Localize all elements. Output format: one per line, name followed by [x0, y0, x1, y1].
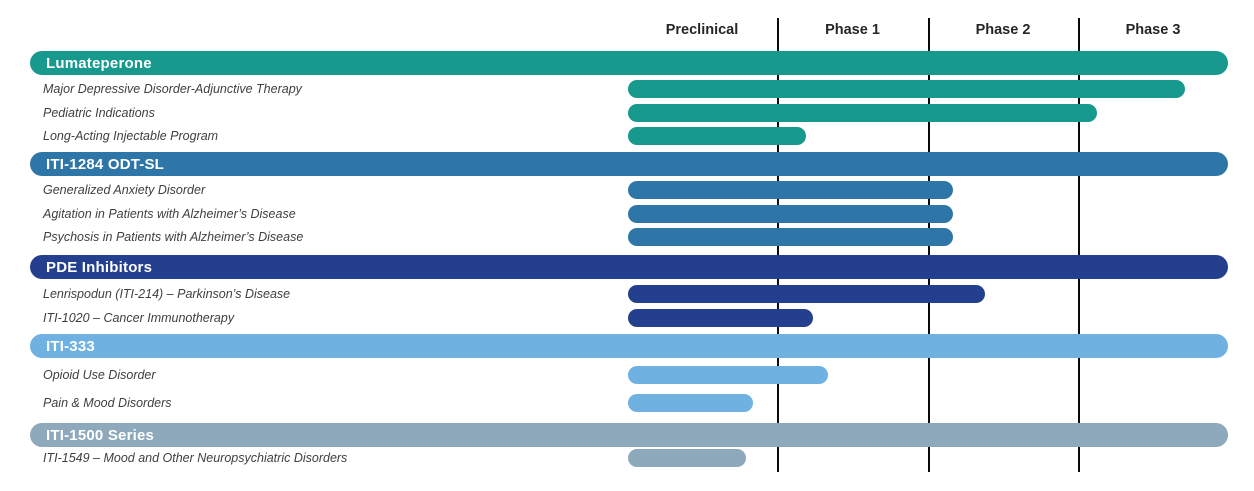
program-progress-bar — [628, 366, 828, 384]
section-header-pde-inhibitors: PDE Inhibitors — [30, 255, 1228, 279]
program-label: Generalized Anxiety Disorder — [43, 183, 206, 197]
section-title: ITI-333 — [46, 337, 95, 355]
program-label: ITI-1549 – Mood and Other Neuropsychiatr… — [43, 451, 348, 465]
phase-column-header-phase-2: Phase 2 — [975, 22, 1031, 38]
section-title: PDE Inhibitors — [46, 258, 153, 276]
section-header-lumateperone: Lumateperone — [30, 51, 1228, 75]
program-progress-bar — [628, 127, 806, 145]
program-progress-bar — [628, 449, 746, 467]
program-progress-bar — [628, 228, 953, 246]
program-progress-bar — [628, 285, 985, 303]
program-label: ITI-1020 – Cancer Immunotherapy — [43, 310, 235, 325]
phase-column-header-preclinical: Preclinical — [665, 22, 739, 38]
program-progress-bar — [628, 181, 953, 199]
phase-divider-line-3 — [1078, 18, 1080, 472]
phase-column-header-phase-3: Phase 3 — [1125, 22, 1181, 38]
program-progress-bar — [628, 204, 953, 223]
section-header-iti-333: ITI-333 — [30, 334, 1228, 358]
program-label: Pain & Mood Disorders — [43, 396, 172, 410]
program-progress-bar — [628, 394, 753, 412]
program-label: Pediatric Indications — [43, 105, 155, 120]
section-title: ITI-1500 Series — [46, 426, 155, 444]
section-title: Lumateperone — [46, 54, 152, 72]
section-title: ITI-1284 ODT-SL — [46, 155, 165, 173]
program-progress-bar — [628, 103, 1097, 122]
program-progress-bar — [628, 308, 813, 327]
program-progress-bar — [628, 80, 1185, 98]
program-label: Psychosis in Patients with Alzheimer’s D… — [43, 230, 304, 244]
program-label: Opioid Use Disorder — [43, 368, 156, 382]
section-header-iti-1284-odt-sl: ITI-1284 ODT-SL — [30, 152, 1228, 176]
section-header-iti-1500-series: ITI-1500 Series — [30, 423, 1228, 447]
program-label: Lenrispodun (ITI-214) – Parkinson’s Dise… — [43, 287, 291, 301]
program-label: Major Depressive Disorder-Adjunctive The… — [43, 82, 302, 96]
program-label: Long-Acting Injectable Program — [43, 129, 219, 143]
phase-column-header-phase-1: Phase 1 — [825, 22, 880, 38]
program-label: Agitation in Patients with Alzheimer’s D… — [43, 206, 296, 221]
